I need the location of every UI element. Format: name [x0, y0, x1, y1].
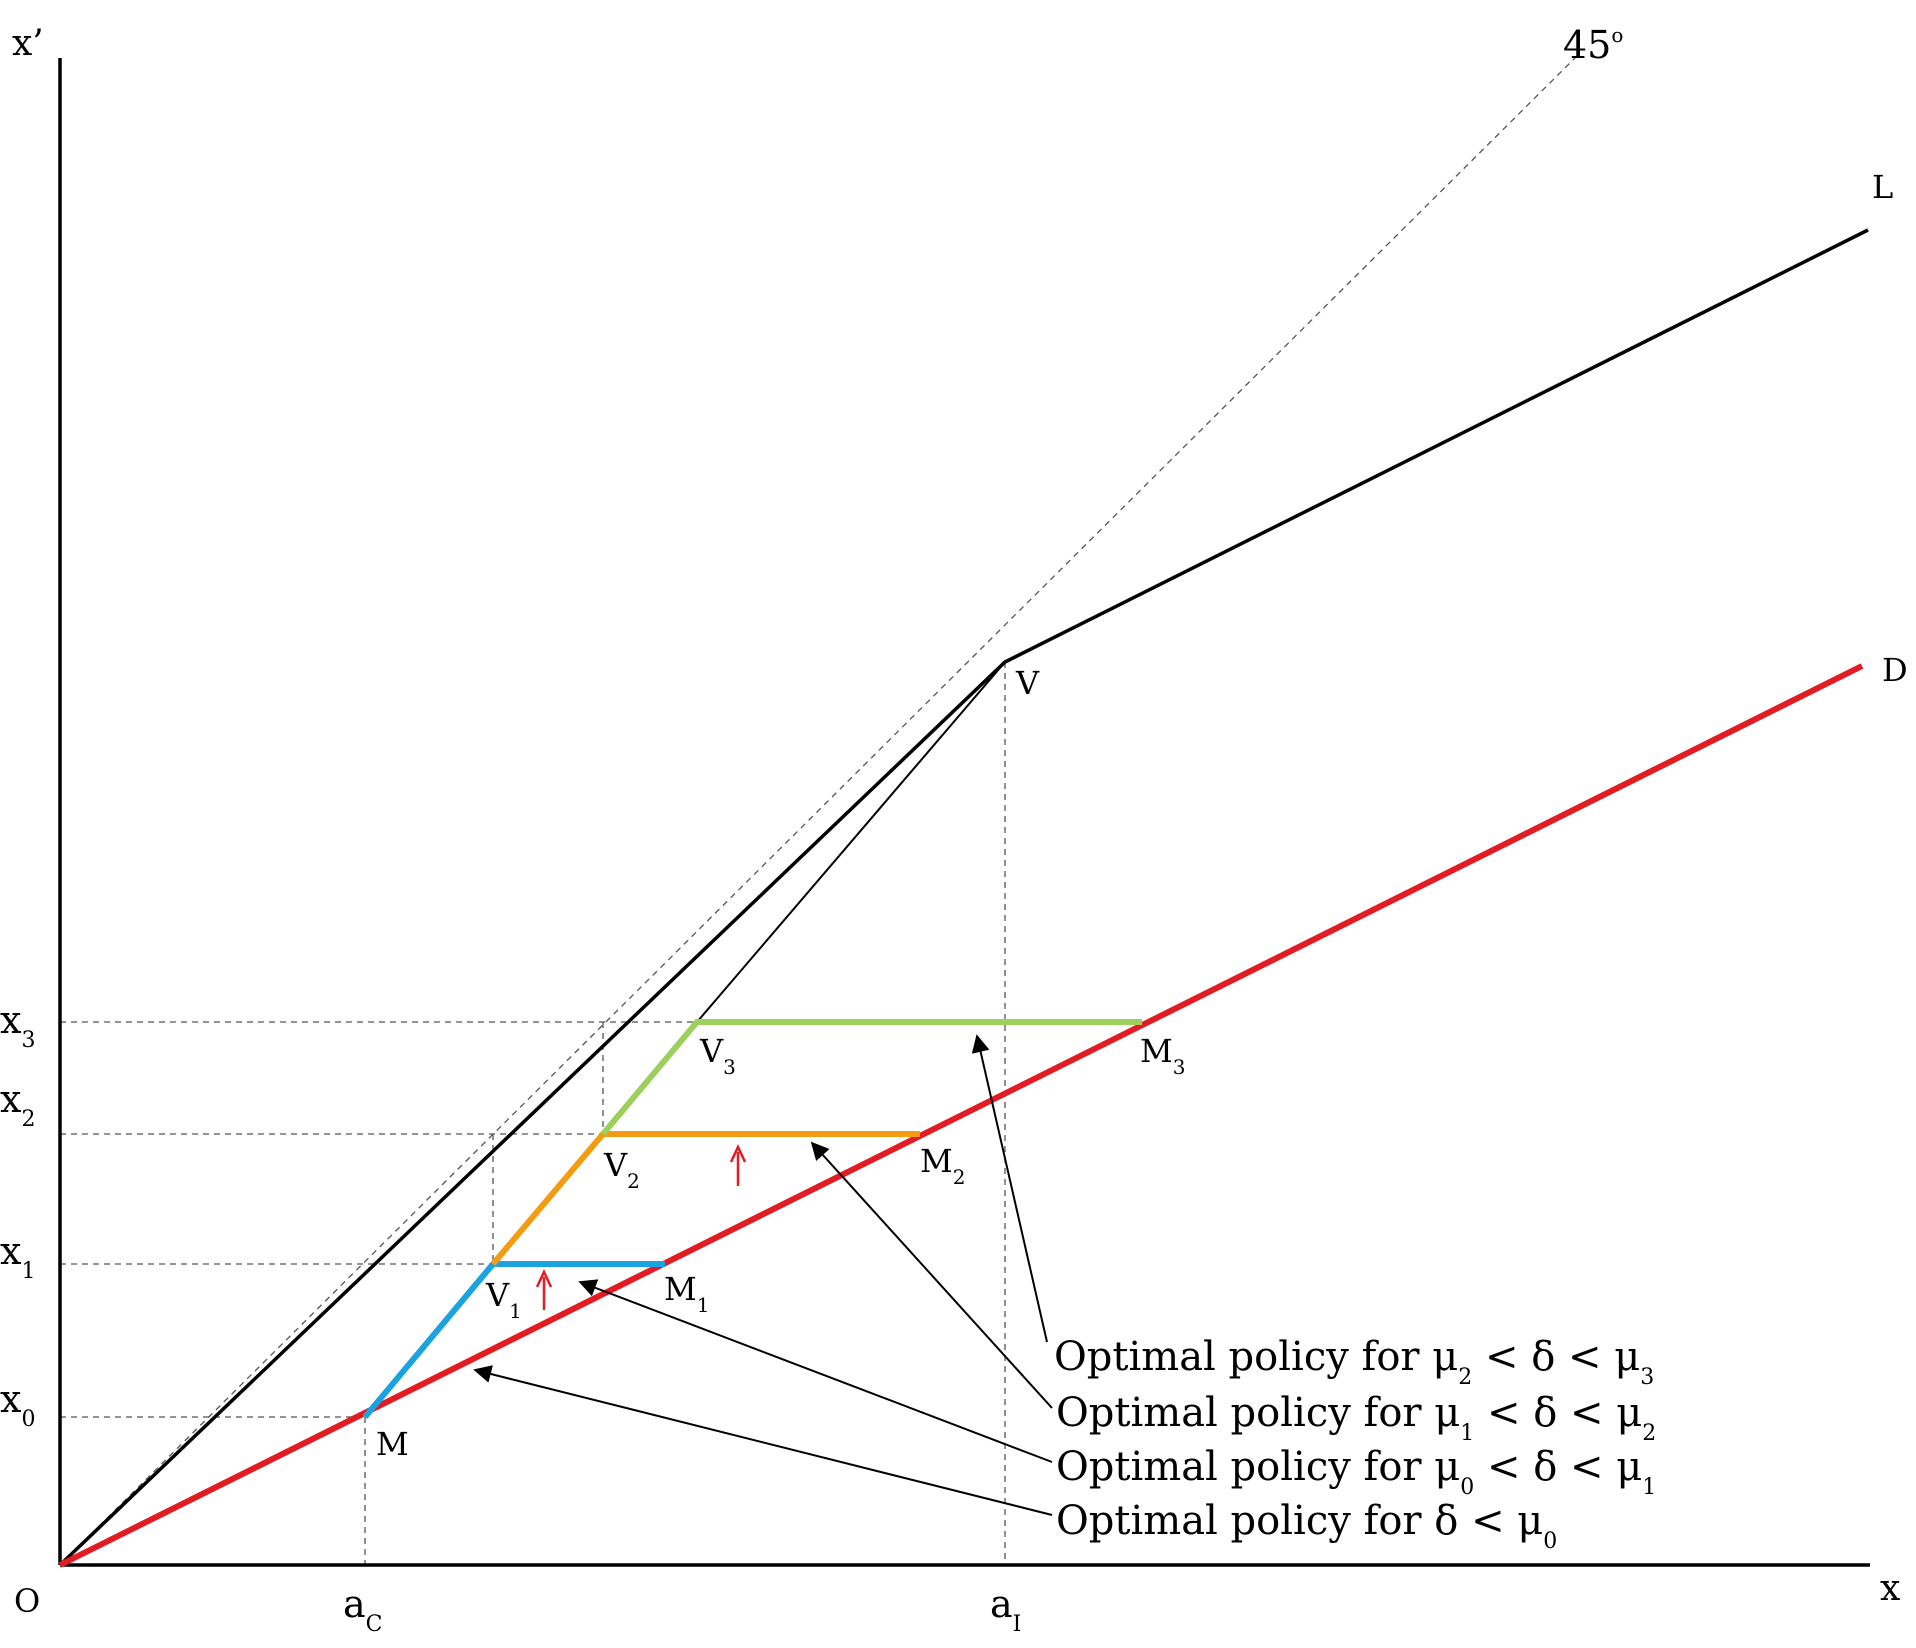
x-tick-aC: aC [343, 1582, 383, 1637]
point-M3: M3 [1140, 1032, 1186, 1079]
annotation-policy3: Optimal policy for μ2 < δ < μ3 [1054, 1334, 1654, 1390]
arrow-policy1 [578, 1279, 1053, 1463]
L-label: L [1872, 168, 1893, 206]
green-policy-path [600, 1019, 1142, 1136]
annotation-policy1: Optimal policy for μ0 < δ < μ1 [1056, 1444, 1656, 1500]
point-V2: V2 [603, 1146, 640, 1193]
arrow-policy0 [473, 1365, 1053, 1516]
y-tick-x0: x0 [0, 1377, 35, 1432]
diagonal-45-line [59, 54, 1579, 1566]
D-line [58, 663, 1864, 1568]
point-M1: M1 [664, 1270, 710, 1317]
y-axis-label: x’ [12, 23, 44, 64]
point-V1: V1 [485, 1276, 522, 1323]
D-label: D [1882, 651, 1908, 689]
y-tick-x3: x3 [0, 998, 35, 1053]
arrow-policy3 [971, 1034, 1048, 1343]
V-to-V3-line [696, 661, 1006, 1023]
V-label: V [1015, 664, 1040, 702]
y-tick-x2: x2 [0, 1077, 35, 1132]
diagonal-label: 45o [1563, 23, 1623, 67]
point-V3: V3 [699, 1032, 736, 1079]
annotation-arrows [473, 1034, 1053, 1516]
arrow-policy2 [810, 1141, 1053, 1409]
point-M: M [376, 1425, 409, 1463]
origin-label: O [14, 1582, 40, 1620]
point-M2: M2 [920, 1142, 966, 1189]
red-up-arrow-1 [535, 1269, 553, 1310]
annotation-policy2: Optimal policy for μ1 < δ < μ2 [1056, 1390, 1656, 1446]
x-axis-label: x [1880, 1568, 1900, 1609]
y-tick-x1: x1 [0, 1229, 35, 1284]
annotation-policy0: Optimal policy for δ < μ0 [1056, 1498, 1557, 1554]
x-tick-aI: aI [990, 1582, 1021, 1637]
red-up-arrow-2 [729, 1144, 747, 1186]
